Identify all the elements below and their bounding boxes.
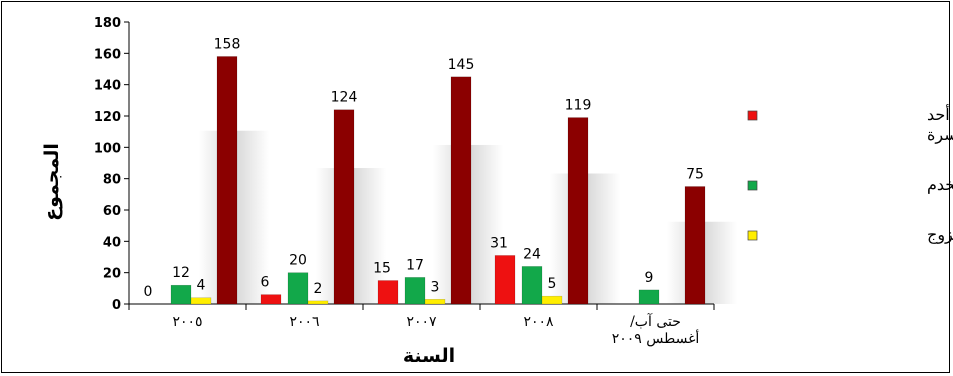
data-label: 12: [172, 265, 190, 281]
data-label: 5: [548, 276, 557, 292]
legend-label: اعتداء ارتكبه الزوج: [927, 225, 953, 244]
bar: [377, 280, 399, 305]
bar: [567, 117, 589, 305]
data-label: 20: [289, 253, 307, 269]
y-axis-title: المجموع: [41, 143, 63, 221]
bar: [404, 277, 426, 305]
data-label: 9: [645, 270, 654, 286]
x-axis-title: السنة: [403, 345, 455, 367]
y-tick-label: 60: [103, 204, 121, 219]
legend-swatch: [747, 180, 758, 191]
data-label: 3: [431, 279, 440, 295]
data-label: 17: [406, 257, 424, 273]
data-label: 24: [523, 246, 541, 262]
bar: [541, 295, 563, 305]
y-tick-labels: 0 20 40 60 80 100 120 140 160 180: [94, 16, 121, 313]
bar: [450, 76, 472, 305]
x-tick-label: ٢٠٠٥: [172, 314, 202, 330]
bar: [216, 56, 238, 305]
data-label: 6: [261, 275, 270, 291]
bar: [190, 297, 212, 305]
y-tick-label: 20: [103, 267, 121, 282]
data-label: 75: [686, 167, 704, 183]
legend-label: اعتداء ارتكبه أحدأعضاء الأسرة: [927, 104, 953, 144]
data-label: 15: [373, 261, 391, 277]
y-tick-label: 180: [94, 16, 121, 31]
data-label: 124: [331, 90, 358, 106]
bar: [170, 284, 192, 305]
bar: [494, 255, 516, 305]
data-label: 2: [314, 281, 323, 297]
y-tick-label: 120: [94, 110, 121, 125]
y-tick-label: 140: [94, 79, 121, 94]
y-tick-label: 100: [94, 141, 121, 156]
data-label: 0: [144, 284, 153, 300]
bar: [684, 186, 706, 305]
legend-label: اعتداء على الخدم: [927, 175, 953, 194]
y-tick-label: 80: [103, 173, 121, 188]
data-label: 119: [565, 98, 592, 114]
x-tick-label: ٢٠٠٨: [523, 314, 554, 330]
bar: [287, 272, 309, 305]
bar: [307, 300, 329, 305]
bar: [638, 289, 660, 305]
bar: [333, 109, 355, 305]
x-tick-label: حتى آب/أغسطس ٢٠٠٩: [612, 312, 700, 347]
x-tick-labels: ٢٠٠٥ ٢٠٠٦ ٢٠٠٧ ٢٠٠٨ حتى آب/أغسطس ٢٠٠٩: [172, 312, 699, 347]
data-labels: 0 6 15 31 12 20 17 24 9 4 2 3 5 158 124 145 119 75: [144, 36, 704, 300]
data-label: 4: [197, 278, 206, 294]
y-tick-label: 160: [94, 47, 121, 62]
data-label: 31: [490, 235, 508, 251]
bar: [424, 299, 446, 305]
bars: [170, 56, 706, 305]
y-tick-label: 40: [103, 235, 121, 250]
y-tick-label: 0: [112, 298, 121, 313]
x-tick-label: ٢٠٠٧: [406, 314, 437, 330]
legend-swatch: [747, 110, 758, 121]
bar: [521, 266, 543, 305]
legend-swatch: [747, 230, 758, 241]
data-label: 145: [448, 57, 475, 73]
x-tick-label: ٢٠٠٦: [289, 314, 319, 330]
bar: [260, 294, 282, 305]
legend: اعتداء ارتكبه أحدأعضاء الأسرة اعتداء على …: [747, 104, 953, 244]
data-label: 158: [214, 36, 241, 52]
